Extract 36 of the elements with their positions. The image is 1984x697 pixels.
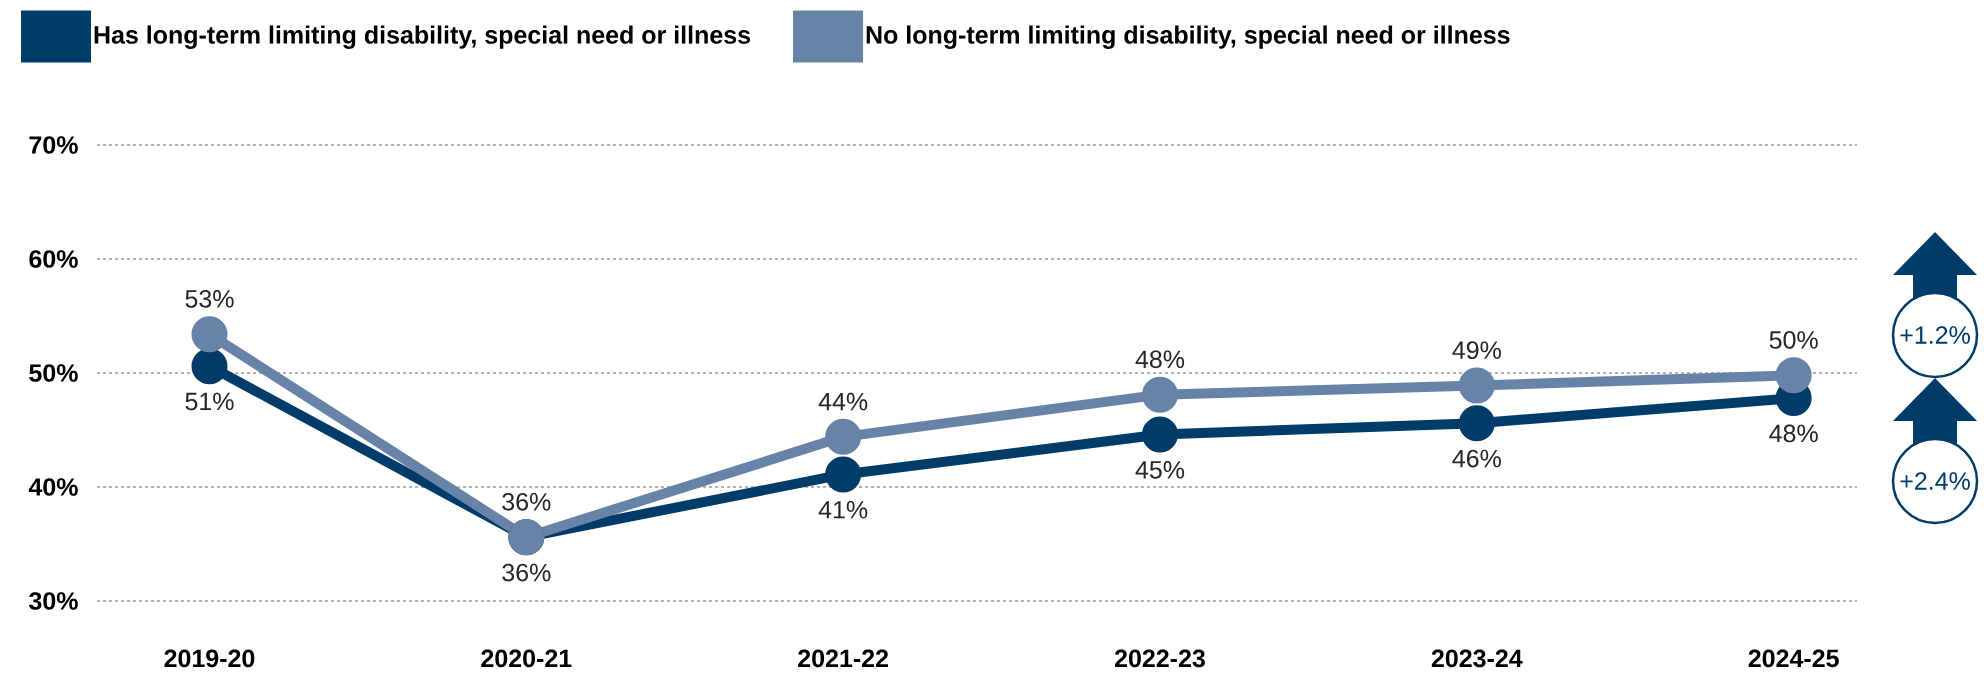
data-label: 53% <box>185 290 234 308</box>
point <box>1458 367 1495 404</box>
data-label: 46% <box>1452 449 1501 468</box>
point <box>191 316 228 353</box>
data-label: 51% <box>185 392 234 411</box>
data-label: 50% <box>1769 331 1818 349</box>
x-tick-label: 2019-20 <box>164 649 255 668</box>
x-tick-label: 2020-21 <box>481 649 572 668</box>
data-label: 45% <box>1135 461 1185 479</box>
text: +1.2% <box>1900 326 1970 344</box>
data-label: 44% <box>818 392 868 411</box>
data-label: 41% <box>818 500 868 519</box>
x-tick-label: 2021-22 <box>798 649 889 668</box>
y-tick-label: 50% <box>29 364 78 382</box>
data-label: 36% <box>502 563 551 582</box>
point <box>1458 405 1495 442</box>
point <box>1141 416 1178 453</box>
legend-label: No long-term limiting disability, special need or illness <box>866 25 1510 49</box>
point <box>825 418 862 455</box>
point <box>825 456 862 493</box>
point <box>1141 376 1178 413</box>
data-label: 49% <box>1452 341 1501 360</box>
data-label: 48% <box>1769 424 1818 443</box>
x-tick-label: 2023-24 <box>1431 649 1523 668</box>
y-tick-label: 60% <box>29 250 78 268</box>
y-tick-label: 70% <box>29 136 78 154</box>
data-label: 36% <box>502 492 551 511</box>
y-tick-label: 30% <box>29 592 78 610</box>
point <box>1775 357 1812 394</box>
point <box>191 348 228 385</box>
x-tick-label: 2022-23 <box>1114 649 1205 668</box>
legend-label: Has long-term limiting disability, special need or illness <box>94 25 751 49</box>
x-tick-label: 2024-25 <box>1748 649 1839 668</box>
text: +2.4% <box>1900 472 1970 490</box>
data-label: 48% <box>1135 350 1185 369</box>
y-tick-label: 40% <box>28 478 78 496</box>
